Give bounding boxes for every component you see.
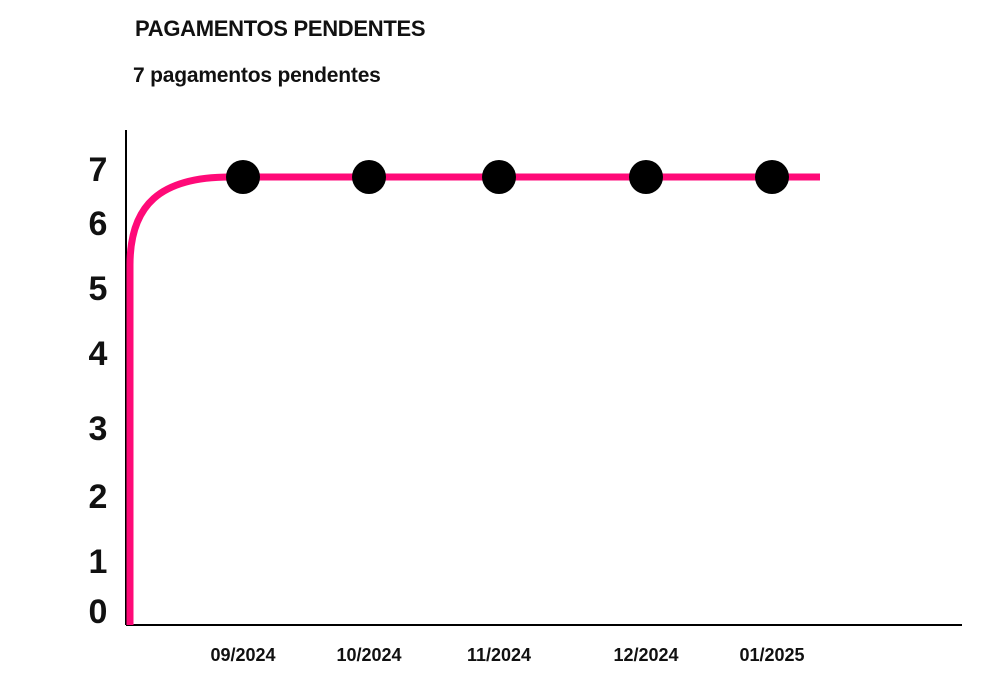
x-tick-label-1: 09/2024 bbox=[210, 645, 275, 665]
y-tick-label-1: 1 bbox=[89, 543, 108, 581]
data-point-11/2024 bbox=[482, 160, 516, 194]
y-tick-label-7: 7 bbox=[89, 151, 108, 189]
series-line bbox=[126, 173, 820, 625]
y-axis-ticks: 0 1 2 3 4 5 6 7 bbox=[89, 151, 108, 631]
chart-subtitle: 7 pagamentos pendentes bbox=[133, 64, 381, 87]
data-point-10/2024 bbox=[352, 160, 386, 194]
y-tick-label-5: 5 bbox=[89, 270, 108, 308]
chart-title: PAGAMENTOS PENDENTES bbox=[135, 16, 426, 41]
x-tick-label-4: 12/2024 bbox=[613, 645, 678, 665]
y-tick-label-6: 6 bbox=[89, 205, 108, 243]
data-point-12/2024 bbox=[629, 160, 663, 194]
data-point-09/2024 bbox=[226, 160, 260, 194]
x-tick-label-3: 11/2024 bbox=[467, 645, 531, 665]
x-tick-label-2: 10/2024 bbox=[336, 645, 401, 665]
x-axis-ticks: 09/2024 10/2024 11/2024 12/2024 01/2025 bbox=[210, 645, 804, 665]
data-point-01/2025 bbox=[755, 160, 789, 194]
y-tick-label-3: 3 bbox=[89, 410, 108, 448]
x-tick-label-5: 01/2025 bbox=[739, 645, 804, 665]
y-tick-label-4: 4 bbox=[89, 335, 108, 373]
series-group bbox=[126, 160, 820, 625]
chart-axes bbox=[125, 130, 962, 626]
y-tick-label-2: 2 bbox=[89, 478, 108, 516]
y-tick-label-0: 0 bbox=[89, 593, 108, 631]
